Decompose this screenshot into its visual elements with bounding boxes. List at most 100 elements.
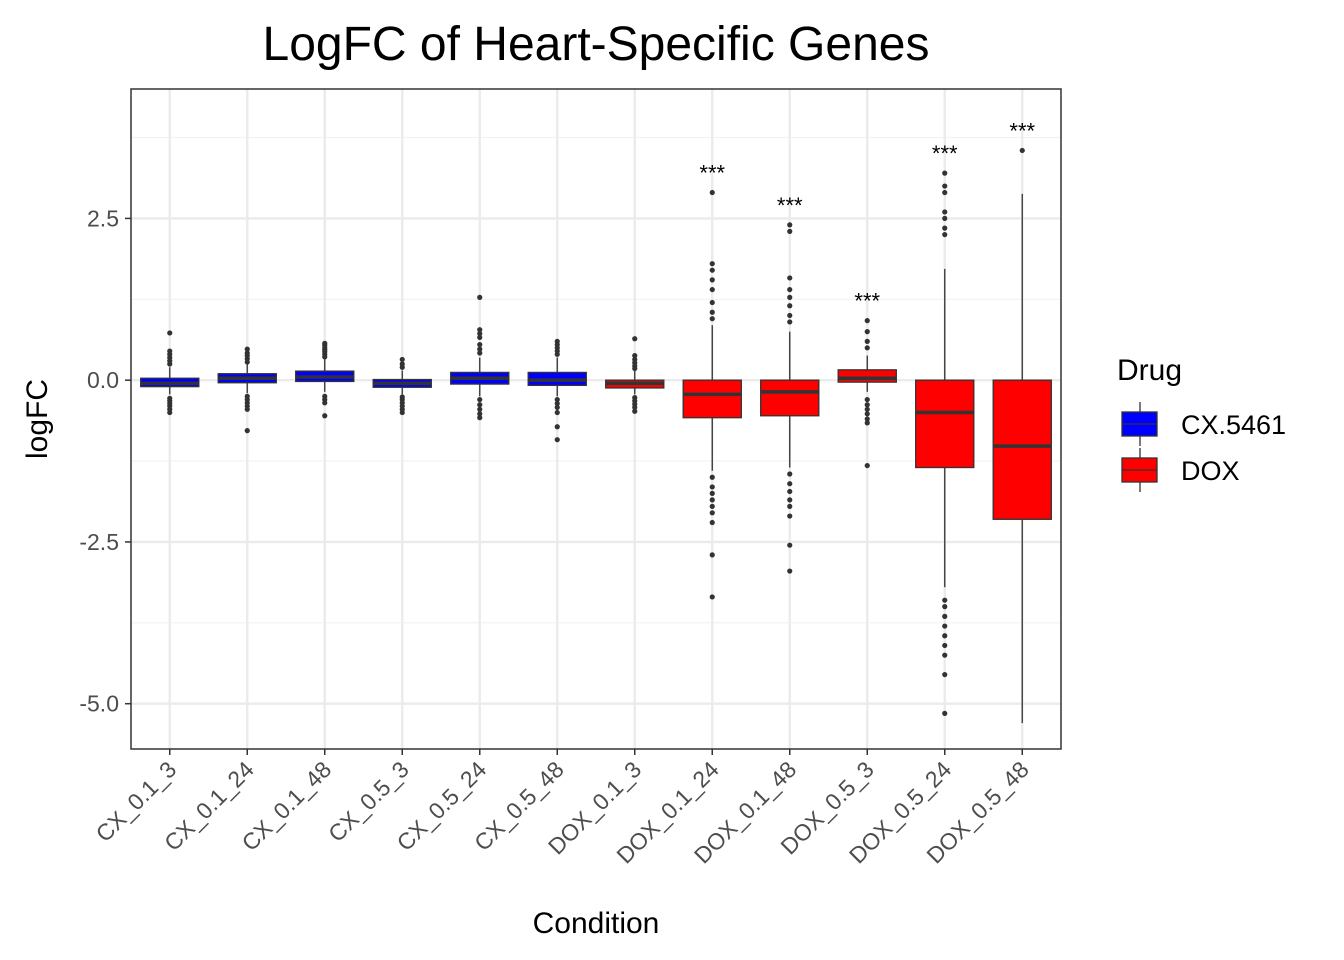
outlier-point xyxy=(787,513,793,519)
legend-title: Drug xyxy=(1117,354,1182,387)
y-axis: 2.5 0.0 -2.5 -5.0 xyxy=(79,205,131,717)
box-body xyxy=(682,379,742,419)
outlier-point xyxy=(554,400,560,407)
outlier-point xyxy=(787,294,793,300)
outlier-point xyxy=(554,396,560,403)
outlier-point xyxy=(787,303,793,309)
box-body xyxy=(992,379,1052,520)
outlier-point xyxy=(864,411,870,417)
outlier-point xyxy=(477,411,483,417)
outlier-point xyxy=(477,330,483,337)
outlier-point xyxy=(942,604,948,610)
outlier-point xyxy=(864,345,870,351)
outlier-point xyxy=(942,215,948,222)
outlier-point xyxy=(942,671,948,678)
y-tick-label: 2.5 xyxy=(87,205,119,231)
outlier-point xyxy=(322,400,328,406)
outlier-point xyxy=(477,350,483,356)
outlier-point xyxy=(709,286,715,293)
y-axis-title: logFC xyxy=(21,379,54,459)
outlier-point xyxy=(787,542,793,548)
outlier-point xyxy=(942,652,948,658)
x-axis: CX_0.1_3CX_0.1_24CX_0.1_48CX_0.5_3CX_0.5… xyxy=(91,749,1034,869)
outlier-point xyxy=(709,277,715,283)
plot-panel xyxy=(131,89,1061,749)
outlier-point xyxy=(1019,147,1025,154)
outlier-point xyxy=(864,406,870,412)
outlier-point xyxy=(322,413,328,419)
outlier-point xyxy=(399,356,405,363)
outlier-point xyxy=(477,346,483,352)
box-body xyxy=(837,369,897,383)
outlier-point xyxy=(787,568,793,574)
outlier-point xyxy=(787,286,793,293)
outlier-point xyxy=(787,319,793,325)
outlier-point xyxy=(709,552,715,558)
outlier-point xyxy=(709,594,715,600)
outlier-point xyxy=(787,488,793,495)
outlier-point xyxy=(632,352,638,359)
significance-layer: *** *** *** *** *** xyxy=(699,118,1035,313)
outlier-point xyxy=(632,365,638,372)
outlier-point xyxy=(864,416,870,422)
outlier-point xyxy=(244,428,250,434)
outlier-point xyxy=(322,354,328,360)
outlier-point xyxy=(787,312,793,319)
outlier-point xyxy=(554,351,560,357)
outlier-point xyxy=(167,409,173,416)
outlier-point xyxy=(942,613,948,619)
significance-label: *** xyxy=(777,193,803,218)
outlier-point xyxy=(942,597,948,603)
outlier-point xyxy=(709,309,715,315)
outlier-point xyxy=(244,359,250,365)
outlier-point xyxy=(554,424,560,430)
box-layer xyxy=(140,147,1052,724)
y-tick-label: -5.0 xyxy=(79,691,119,717)
outlier-point xyxy=(632,404,638,410)
outlier-point xyxy=(477,341,483,348)
outlier-point xyxy=(167,361,173,367)
significance-label: *** xyxy=(932,141,958,166)
outlier-point xyxy=(244,346,250,352)
outlier-point xyxy=(477,294,483,300)
outlier-point xyxy=(477,334,483,341)
outlier-point xyxy=(864,338,870,344)
outlier-point xyxy=(942,170,948,176)
outlier-point xyxy=(632,408,638,414)
outlier-point xyxy=(787,222,793,228)
outlier-point xyxy=(787,503,793,509)
outlier-point xyxy=(709,484,715,490)
outlier-point xyxy=(632,336,638,342)
outlier-point xyxy=(399,364,405,370)
outlier-point xyxy=(709,510,715,516)
outlier-point xyxy=(864,329,870,335)
outlier-point xyxy=(864,396,870,403)
outlier-point xyxy=(942,225,948,231)
outlier-point xyxy=(864,420,870,426)
outlier-point xyxy=(942,231,948,238)
outlier-point xyxy=(709,267,715,273)
outlier-point xyxy=(709,503,715,509)
outlier-point xyxy=(709,519,715,526)
outlier-point xyxy=(477,415,483,421)
outlier-point xyxy=(477,406,483,412)
legend-label: DOX xyxy=(1181,456,1240,486)
y-tick-label: 0.0 xyxy=(87,367,119,393)
outlier-point xyxy=(942,642,948,649)
outlier-point xyxy=(787,471,793,477)
outlier-point xyxy=(477,327,483,333)
outlier-point xyxy=(787,228,793,234)
outlier-point xyxy=(709,261,715,267)
outlier-point xyxy=(709,474,715,480)
outlier-point xyxy=(787,275,793,281)
outlier-point xyxy=(787,497,793,503)
outlier-point xyxy=(942,209,948,215)
outlier-point xyxy=(942,623,948,629)
outlier-point xyxy=(709,299,715,306)
outlier-point xyxy=(942,710,948,717)
outlier-point xyxy=(477,396,483,403)
outlier-point xyxy=(864,402,870,408)
outlier-point xyxy=(709,189,715,196)
outlier-point xyxy=(244,406,250,412)
